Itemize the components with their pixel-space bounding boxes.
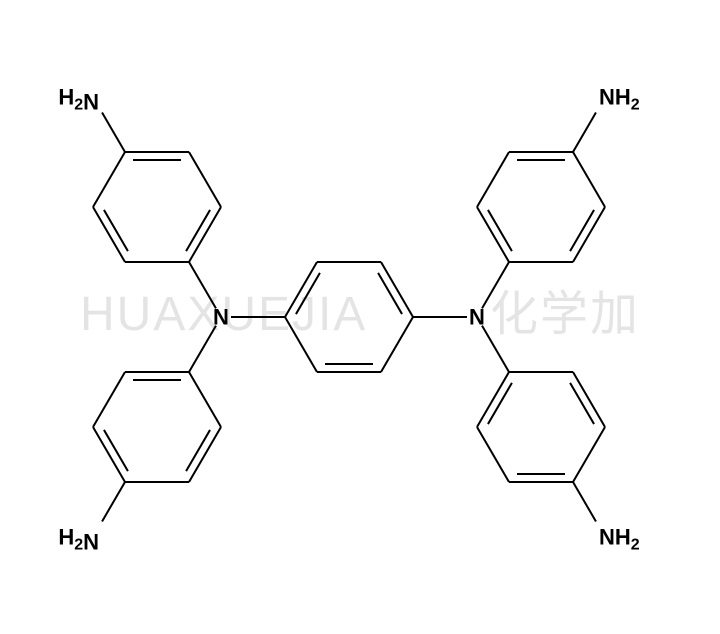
atom-label-NH2b: H2N (58, 525, 99, 555)
atom-label-N2: N (469, 305, 485, 330)
atom-label-N1: N (213, 305, 229, 330)
molecule-diagram: HUAXUEJIA化学加 NH2NH2NNNH2NH2 (0, 0, 720, 634)
watermark-text: 化学加 (490, 288, 640, 341)
atom-label-NH2a: H2N (58, 85, 99, 115)
atom-label-NH2c: NH2 (599, 85, 640, 114)
atom-label-NH2d: NH2 (599, 525, 640, 554)
